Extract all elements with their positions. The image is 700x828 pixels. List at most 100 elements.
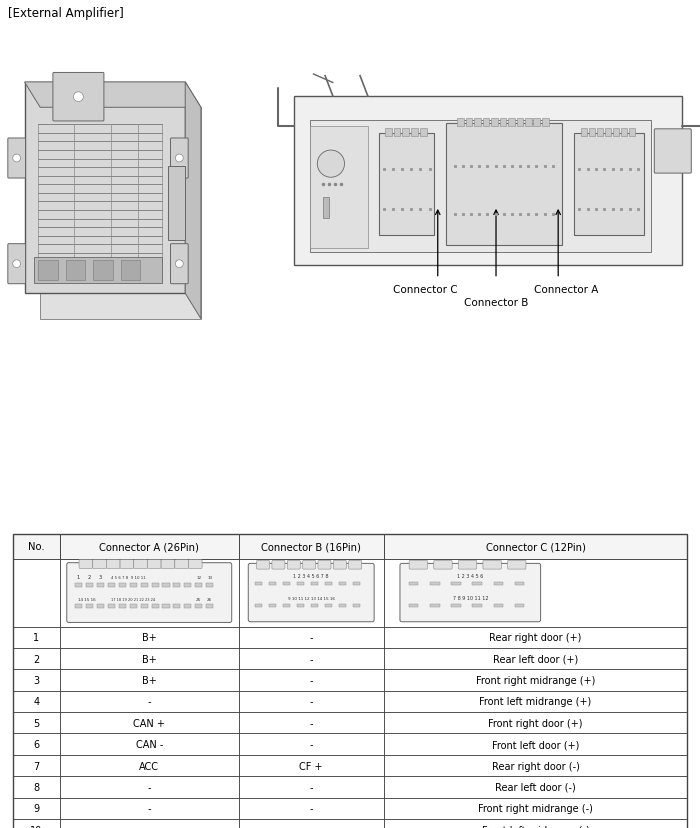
Bar [312, 604, 318, 608]
Bar [239, 627, 384, 648]
Text: 1: 1 [77, 575, 80, 580]
Bar [97, 604, 104, 608]
Bar [384, 712, 687, 734]
Bar [491, 119, 498, 127]
Bar [384, 819, 687, 828]
Bar [239, 755, 384, 777]
Bar [13, 691, 60, 712]
Bar [239, 627, 384, 648]
FancyBboxPatch shape [410, 561, 428, 570]
Bar [384, 627, 687, 648]
Bar [60, 712, 239, 734]
FancyBboxPatch shape [8, 139, 25, 179]
Circle shape [13, 261, 20, 268]
Bar [13, 755, 60, 777]
Bar [621, 129, 627, 137]
FancyBboxPatch shape [171, 139, 188, 179]
Bar [420, 129, 426, 137]
Text: 10: 10 [30, 825, 42, 828]
Circle shape [317, 151, 344, 178]
Bar [514, 582, 524, 585]
Bar [239, 819, 384, 828]
Bar [574, 134, 644, 235]
Text: -: - [309, 803, 313, 813]
Bar [384, 691, 687, 712]
Bar [298, 582, 304, 585]
FancyBboxPatch shape [120, 560, 134, 569]
Bar [494, 604, 503, 608]
Bar [60, 777, 239, 797]
Bar [60, 819, 239, 828]
Bar [239, 797, 384, 819]
Bar [270, 582, 276, 585]
Bar [13, 648, 60, 670]
Text: 8: 8 [33, 782, 39, 792]
Bar [384, 819, 687, 828]
Bar [13, 734, 60, 755]
Bar [108, 584, 115, 587]
Text: Rear right door (-): Rear right door (-) [491, 761, 580, 771]
Bar [309, 121, 652, 253]
Text: 9 10 11 12 13 14 15 16: 9 10 11 12 13 14 15 16 [288, 597, 335, 601]
FancyBboxPatch shape [134, 560, 148, 569]
Bar [430, 604, 440, 608]
Bar [596, 129, 603, 137]
FancyBboxPatch shape [161, 560, 175, 569]
Bar [384, 755, 687, 777]
Bar [239, 797, 384, 819]
FancyBboxPatch shape [400, 564, 540, 622]
Text: 25: 25 [196, 597, 202, 601]
Bar [86, 584, 93, 587]
Bar [326, 582, 332, 585]
Bar [393, 129, 400, 137]
Bar [384, 670, 687, 691]
Bar [500, 119, 506, 127]
Bar [184, 604, 191, 608]
Bar [457, 119, 464, 127]
Circle shape [13, 155, 20, 163]
FancyBboxPatch shape [257, 561, 270, 570]
Bar [533, 119, 540, 127]
Bar [60, 819, 239, 828]
Bar [466, 119, 472, 127]
Bar [151, 584, 159, 587]
Bar [239, 559, 384, 627]
Bar [13, 691, 60, 712]
Text: 6: 6 [33, 739, 39, 749]
Text: -: - [309, 825, 313, 828]
Bar [525, 119, 531, 127]
Text: B+: B+ [142, 654, 157, 664]
Bar [508, 119, 514, 127]
Text: 4: 4 [33, 696, 39, 706]
Bar [195, 604, 202, 608]
Bar [60, 648, 239, 670]
Circle shape [176, 261, 183, 268]
Bar [239, 691, 384, 712]
Bar [13, 670, 60, 691]
Bar [517, 119, 523, 127]
Bar [13, 534, 60, 559]
FancyBboxPatch shape [287, 561, 300, 570]
Bar [97, 584, 104, 587]
Bar [60, 712, 239, 734]
Bar [60, 534, 239, 559]
Text: Front right midrange (-): Front right midrange (-) [478, 803, 593, 813]
Text: 7 8 9 10 11 12: 7 8 9 10 11 12 [452, 595, 488, 601]
Text: Connector B (16Pin): Connector B (16Pin) [261, 542, 361, 551]
Text: 7: 7 [33, 761, 39, 771]
Bar [130, 604, 136, 608]
Text: -: - [309, 675, 313, 686]
FancyBboxPatch shape [458, 561, 477, 570]
Text: 5: 5 [33, 718, 39, 728]
Bar [384, 797, 687, 819]
Bar [384, 534, 687, 559]
Bar [162, 604, 169, 608]
Bar [589, 129, 595, 137]
Bar [430, 582, 440, 585]
Bar [239, 712, 384, 734]
Circle shape [176, 155, 183, 163]
Text: ACC: ACC [139, 761, 159, 771]
FancyBboxPatch shape [188, 560, 202, 569]
Text: Connector B: Connector B [464, 297, 528, 307]
Bar [384, 534, 687, 559]
